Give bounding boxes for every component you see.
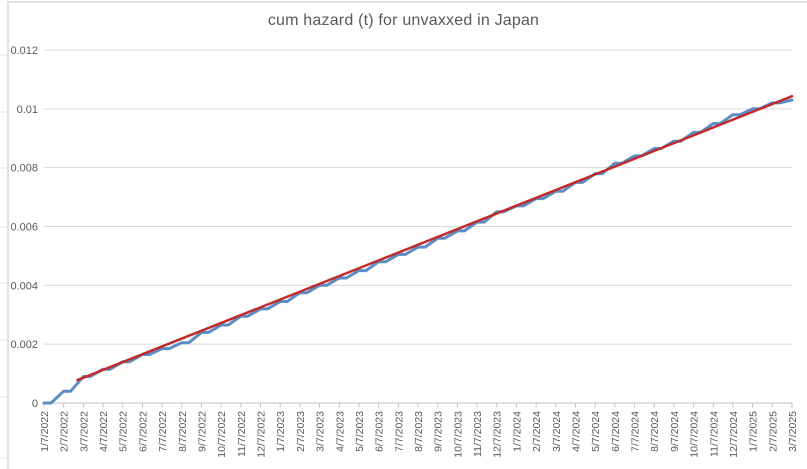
x-axis-label: 4/7/2023	[334, 411, 346, 452]
x-axis-label: 5/7/2024	[590, 411, 602, 452]
x-axis-label: 6/7/2023	[374, 411, 386, 452]
chart-title: cum hazard (t) for unvaxxed in Japan	[267, 12, 540, 29]
x-axis-label: 2/7/2024	[531, 411, 543, 452]
x-axis-label: 2/7/2023	[295, 411, 307, 452]
x-axis-label: 12/7/2022	[256, 411, 268, 458]
x-axis-label: 2/7/2025	[767, 411, 779, 452]
hazard-series-line	[42, 98, 794, 405]
x-axis-label: 8/7/2022	[177, 411, 189, 452]
y-axis-label: 0	[32, 398, 38, 410]
x-axis-label: 7/7/2023	[393, 411, 405, 452]
x-axis-label: 8/7/2023	[413, 411, 425, 452]
x-axis-label: 1/7/2024	[511, 411, 523, 452]
x-axis-label: 6/7/2024	[610, 411, 622, 452]
x-axis-label: 12/7/2023	[492, 411, 504, 458]
x-axis-label: 7/7/2024	[630, 411, 642, 452]
x-axis-label: 5/7/2023	[354, 411, 366, 452]
x-axis-label: 3/7/2022	[78, 411, 90, 452]
x-axis-label: 10/7/2022	[216, 411, 228, 458]
x-axis-label: 3/7/2023	[315, 411, 327, 452]
y-axis-label: 0.004	[10, 280, 38, 292]
y-axis-label: 0.008	[10, 163, 38, 175]
x-axis-label: 1/7/2025	[748, 411, 760, 452]
x-axis-label: 10/7/2024	[689, 411, 701, 458]
trendline	[76, 94, 794, 382]
x-axis-label: 3/7/2024	[551, 411, 563, 452]
y-axis-label: 0.012	[10, 45, 38, 57]
x-axis-label: 4/7/2022	[98, 411, 110, 452]
x-axis-label: 3/7/2025	[787, 411, 799, 452]
x-axis-label: 7/7/2022	[157, 411, 169, 452]
x-axis-label: 11/7/2024	[708, 411, 720, 457]
y-axis-label: 0.002	[10, 339, 38, 351]
x-axis-label: 8/7/2024	[649, 411, 661, 452]
y-axis-label: 0.01	[17, 104, 38, 116]
x-axis-label: 11/7/2023	[472, 411, 484, 457]
x-axis-label: 12/7/2024	[728, 411, 740, 458]
x-axis-label: 9/7/2023	[433, 411, 445, 452]
chart-frame-border	[7, 1, 807, 469]
x-axis-label: 5/7/2022	[118, 411, 130, 452]
x-axis-label: 1/7/2022	[39, 411, 51, 452]
x-axis-label: 2/7/2022	[59, 411, 71, 452]
x-axis-label: 6/7/2022	[137, 411, 149, 452]
x-axis-label: 10/7/2023	[452, 411, 464, 458]
x-axis-label: 9/7/2024	[669, 411, 681, 452]
x-axis-label: 1/7/2023	[275, 411, 287, 452]
x-axis-label: 9/7/2022	[196, 411, 208, 452]
x-axis-label: 4/7/2024	[570, 411, 582, 452]
x-axis-label: 11/7/2022	[236, 411, 248, 457]
y-axis-label: 0.006	[10, 222, 38, 234]
